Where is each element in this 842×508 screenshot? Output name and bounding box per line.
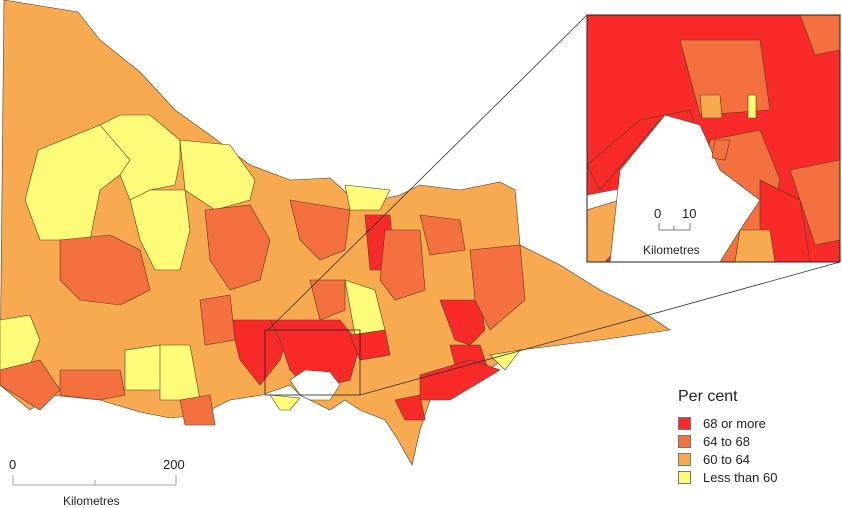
inset-scale-end: 10 [682,206,697,221]
legend-item: 60 to 64 [678,450,777,468]
legend-item: 68 or more [678,414,777,432]
inset-frame [586,14,841,263]
legend-label: 68 or more [703,415,766,431]
inset-region [789,159,840,246]
inset-region [609,114,761,262]
inset-region [699,94,723,119]
region [439,299,486,346]
legend-title: Per cent [678,388,738,405]
region [0,359,61,411]
region [419,214,466,256]
region [394,394,426,421]
legend: Per cent 68 or more 64 to 68 60 to 64 Le… [678,388,777,486]
region [344,184,391,211]
inset-region [734,229,776,262]
inset-scale-unit: Kilometres [643,243,700,257]
region [489,349,521,371]
inset-extent-box [264,329,361,396]
legend-swatch [678,452,691,466]
legend-label: 64 to 68 [703,433,750,449]
inset-map [587,15,840,262]
region [0,314,41,371]
scale-end: 200 [163,457,185,472]
region [379,229,426,301]
scale-unit: Kilometres [63,494,120,508]
region [129,189,191,271]
inset-region [799,15,840,56]
region [204,204,271,291]
region [99,114,181,201]
legend-swatch [678,470,691,484]
region [199,294,236,346]
region [309,279,346,321]
region [59,234,151,306]
region [469,244,526,331]
legend-item: 64 to 68 [678,432,777,450]
inset-region [747,94,757,119]
legend-label: Less than 60 [703,469,778,485]
legend-swatch [678,434,691,448]
region [269,394,301,411]
inset-region [711,139,731,161]
legend-swatch [678,416,691,430]
region [289,199,351,261]
scale-start: 0 [9,457,17,472]
region [179,394,216,426]
inset-scale-start: 0 [654,206,662,221]
inset-connector-top [267,14,588,331]
legend-label: 60 to 64 [703,451,750,467]
legend-item: Less than 60 [678,468,777,486]
port-phillip-bay [289,369,341,401]
inset-connector-bottom [359,261,841,396]
region [124,344,166,391]
region [59,369,126,401]
